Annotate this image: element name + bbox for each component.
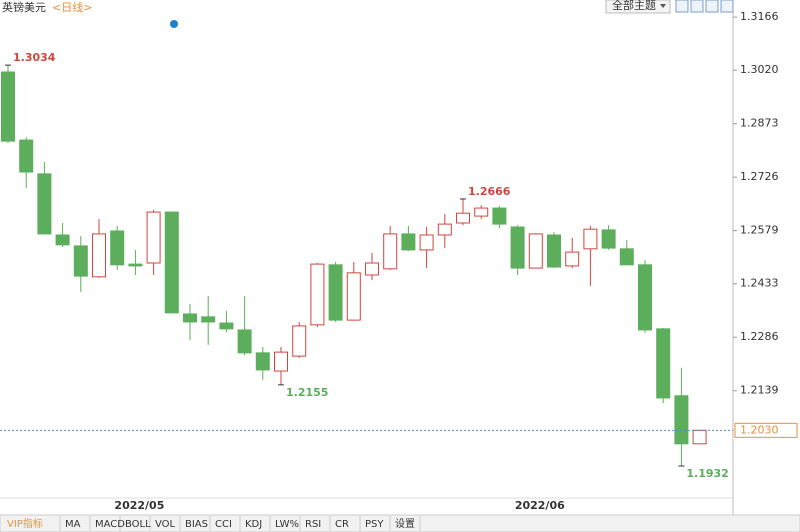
candle-body	[638, 264, 652, 331]
candle-body	[419, 234, 434, 251]
candle-body	[547, 234, 561, 268]
zoom-out-button[interactable]	[690, 0, 704, 13]
candle-body	[656, 328, 671, 399]
candle-body	[255, 352, 270, 371]
tab[interactable]: KDJ	[245, 519, 262, 530]
tab-bar	[0, 514, 800, 532]
tab[interactable]: LW%	[275, 519, 299, 530]
candle-body	[456, 212, 470, 224]
y-tick-label: 1.3020	[740, 63, 779, 76]
candle-body	[565, 251, 580, 267]
indicator-dot	[170, 20, 178, 28]
zoom-in-button[interactable]	[675, 0, 689, 13]
candle-body	[346, 272, 361, 321]
candle-body	[110, 230, 125, 266]
candle-body	[73, 245, 88, 277]
candle-body	[583, 228, 598, 250]
candle-body	[19, 139, 34, 173]
current-price-box	[734, 422, 798, 438]
y-tick-label: 1.2873	[740, 117, 779, 130]
tab[interactable]: 设置	[395, 518, 415, 530]
candle-body	[328, 264, 343, 321]
extreme-label: 1.2666	[468, 185, 511, 198]
dropdown-box	[605, 0, 671, 14]
candle-body	[619, 248, 634, 266]
tab[interactable]: BOLL	[125, 519, 151, 530]
candle-body	[1, 71, 15, 142]
tab[interactable]: MACD	[95, 519, 125, 530]
candle-body	[528, 233, 543, 269]
tab[interactable]: BIAS	[185, 519, 208, 530]
extreme-label: 1.3034	[13, 51, 56, 64]
candle-body	[510, 226, 525, 269]
candle-body	[437, 223, 452, 236]
candle-body	[601, 229, 616, 249]
candle-body	[383, 233, 398, 270]
fullscreen-button[interactable]	[720, 0, 734, 13]
extreme-label: 1.2155	[286, 386, 328, 399]
tab[interactable]: VIP指标	[7, 517, 43, 530]
candle-body	[492, 207, 507, 225]
tab[interactable]: MA	[65, 519, 81, 530]
y-tick-label: 1.2726	[740, 170, 779, 183]
candle-body	[128, 263, 143, 267]
candle-body	[55, 234, 70, 246]
y-tick-label: 1.2139	[740, 384, 779, 397]
tab[interactable]: RSI	[305, 519, 321, 530]
candle-body	[474, 207, 489, 217]
candle-body	[146, 211, 161, 264]
dropdown-arrow	[660, 4, 666, 8]
x-tick-label: 2022/06	[515, 499, 565, 512]
y-tick-label: 1.3166	[740, 10, 779, 23]
candle-body	[674, 395, 689, 445]
y-tick-label: 1.2433	[740, 277, 779, 290]
candle-body	[37, 173, 52, 235]
candle-body	[692, 429, 707, 445]
current-price-label: 1.2030	[740, 423, 779, 436]
y-tick-label: 1.2286	[740, 330, 779, 343]
dropdown-label: 全部主题	[612, 0, 656, 12]
candle-body	[292, 325, 307, 357]
chart-mode-button[interactable]	[705, 0, 719, 13]
tab[interactable]: CCI	[215, 519, 232, 530]
tab[interactable]: CR	[335, 519, 349, 530]
candle-body	[401, 233, 416, 251]
candle-body	[219, 322, 234, 330]
x-tick-label: 2022/05	[114, 499, 164, 512]
theme-dropdown[interactable]: 全部主题	[605, 0, 671, 14]
symbol: 英镑美元	[2, 0, 46, 14]
candle-body	[365, 262, 379, 276]
candle-body	[183, 313, 197, 323]
candle-body	[274, 351, 288, 372]
candle-body	[310, 263, 325, 326]
y-tick-label: 1.2579	[740, 224, 779, 237]
tab[interactable]: VOL	[155, 519, 176, 530]
candle-body	[237, 329, 252, 354]
candle-body	[92, 233, 106, 278]
candle-body	[164, 211, 179, 314]
period: <日线>	[52, 0, 92, 14]
tab[interactable]: PSY	[365, 519, 384, 530]
extreme-label: 1.1932	[686, 467, 728, 480]
candle-body	[201, 316, 216, 323]
